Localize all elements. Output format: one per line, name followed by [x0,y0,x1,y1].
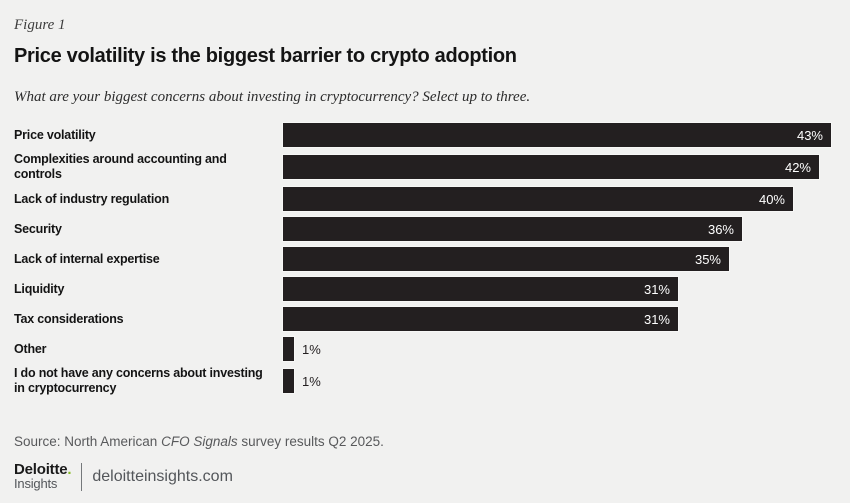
brand-text: Deloitte [14,461,68,478]
footer: Deloitte. Insights deloitteinsights.com [14,462,836,491]
bar: 43% [282,122,832,148]
footer-divider [81,462,83,491]
bar: 40% [282,186,794,212]
value-label: 40% [758,191,785,207]
bar-track: 1% [282,336,836,362]
brand-name: Deloitte. [14,461,72,478]
value-label: 1% [302,341,321,357]
bar-track: 35% [282,246,836,272]
page-title: Price volatility is the biggest barrier … [14,45,517,67]
survey-question: What are your biggest concerns about inv… [14,89,531,105]
category-label: I do not have any concerns about investi… [14,366,263,395]
bar: 35% [282,246,730,272]
category-label: Lack of industry regulation [14,191,170,206]
figure-label: Figure 1 [14,17,66,33]
bar-track: 1% [282,368,836,394]
bar: 42% [282,154,820,180]
bar: 31% [282,276,679,302]
bar-track: 43% [282,122,836,148]
bar: 31% [282,306,679,332]
source-prefix: Source: North American [14,434,162,449]
category-label: Lack of internal expertise [14,251,160,266]
category-label: Liquidity [14,281,65,296]
chart-row: Complexities around accounting and contr… [14,152,836,182]
bar [282,336,295,362]
value-label: 1% [302,373,321,389]
value-label: 36% [707,221,734,237]
bar-chart: Price volatility 43% Complexities around a… [14,122,836,396]
chart-row: Liquidity 31% [14,276,836,302]
category-label: Price volatility [14,127,96,142]
chart-row: Security 36% [14,216,836,242]
source-suffix: survey results Q2 2025. [237,434,384,449]
value-label: 43% [796,127,823,143]
brand-subtitle: Insights [14,476,58,491]
source-note: Source: North American CFO Signals surve… [14,434,836,449]
deloitte-insights-logo: Deloitte. Insights [14,461,72,491]
bar [282,368,295,394]
category-label: Other [14,341,47,356]
chart-row: Lack of internal expertise 35% [14,246,836,272]
value-label: 31% [643,311,670,327]
value-label: 35% [694,251,721,267]
value-label: 31% [643,281,670,297]
site-link[interactable]: deloitteinsights.com [92,467,233,485]
bar-track: 42% [282,154,836,180]
bar: 36% [282,216,743,242]
chart-row: I do not have any concerns about investi… [14,366,836,396]
bar-track: 40% [282,186,836,212]
category-label: Complexities around accounting and contr… [14,152,227,181]
value-label: 42% [784,159,811,175]
category-label: Tax considerations [14,311,124,326]
category-label: Security [14,221,62,236]
source-publication: CFO Signals [161,434,238,449]
bar-track: 31% [282,276,836,302]
chart-row: Other 1% [14,336,836,362]
bar-track: 36% [282,216,836,242]
chart-row: Lack of industry regulation 40% [14,186,836,212]
bar-track: 31% [282,306,836,332]
chart-row: Tax considerations 31% [14,306,836,332]
brand-green-dot: . [67,461,72,478]
chart-row: Price volatility 43% [14,122,836,148]
